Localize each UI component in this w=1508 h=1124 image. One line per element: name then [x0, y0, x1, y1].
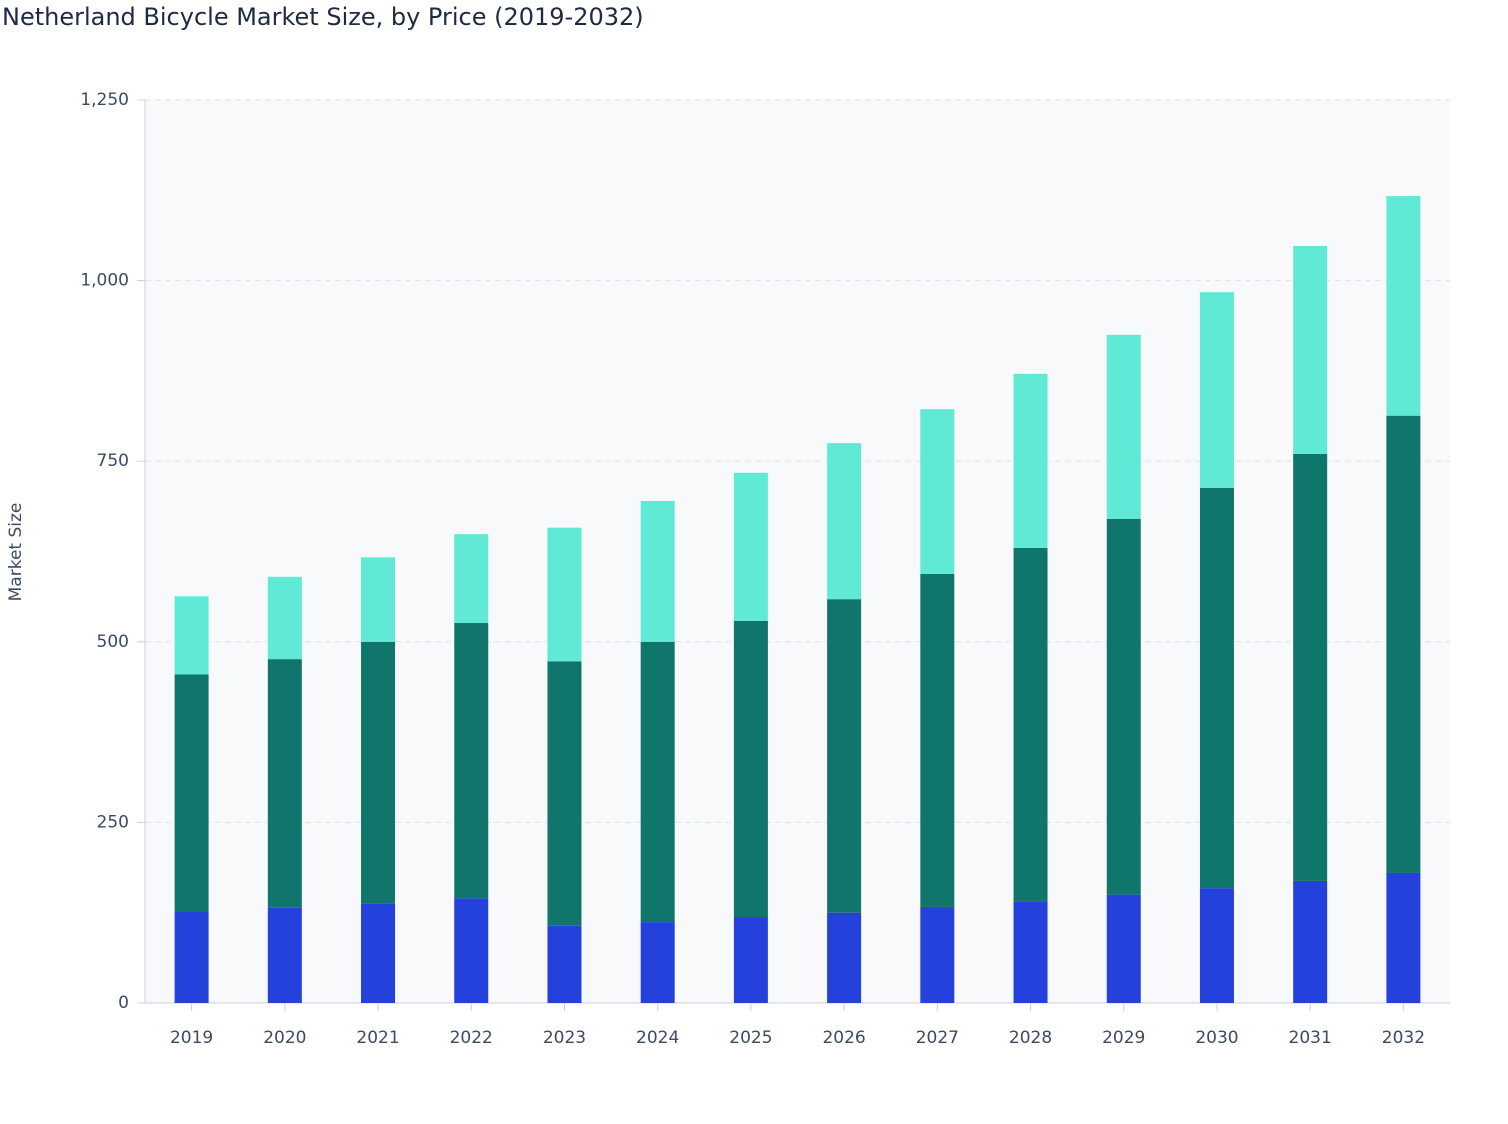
plot-area — [145, 100, 1450, 1003]
x-tick-label: 2019 — [170, 1028, 213, 1048]
bar-segment — [733, 620, 768, 918]
bar-segment — [454, 623, 489, 899]
bar-segment — [1199, 487, 1234, 889]
x-tick-label: 2025 — [729, 1028, 772, 1048]
bar-segment — [827, 912, 862, 1003]
bar-segment — [1293, 245, 1328, 454]
bar-segment — [361, 903, 396, 1003]
y-axis-label: Market Size — [6, 503, 26, 602]
bar-segment — [267, 576, 302, 660]
bar-segment — [267, 659, 302, 908]
y-tick-label: 750 — [97, 451, 129, 471]
bar-segment — [640, 500, 675, 642]
bar-segment — [1199, 292, 1234, 488]
x-tick-label: 2026 — [822, 1028, 865, 1048]
bar-segment — [547, 925, 582, 1003]
bar-segment — [1386, 872, 1421, 1003]
y-tick-label: 250 — [97, 812, 129, 832]
bar-segment — [454, 534, 489, 624]
bar-segment — [733, 917, 768, 1003]
bar-segment — [827, 599, 862, 913]
bar-segment — [1199, 888, 1234, 1003]
bar-segment — [361, 641, 396, 904]
bar-segment — [1013, 901, 1048, 1003]
y-tick-label: 500 — [97, 632, 129, 652]
bar-segment — [547, 661, 582, 926]
y-tick-label: 1,250 — [80, 90, 129, 110]
x-tick-label: 2032 — [1382, 1028, 1425, 1048]
bar-segment — [1106, 518, 1141, 895]
bar-segment — [827, 443, 862, 600]
bar-segment — [1386, 196, 1421, 416]
x-tick-label: 2031 — [1289, 1028, 1332, 1048]
x-tick-label: 2022 — [450, 1028, 493, 1048]
bar-segment — [640, 922, 675, 1003]
x-tick-label: 2020 — [263, 1028, 306, 1048]
bar-segment — [1293, 453, 1328, 881]
bar-segment — [1106, 894, 1141, 1003]
bar-segment — [733, 472, 768, 621]
x-tick-label: 2028 — [1009, 1028, 1052, 1048]
bar-segment — [174, 911, 209, 1003]
x-tick-label: 2029 — [1102, 1028, 1145, 1048]
x-tick-label: 2030 — [1195, 1028, 1238, 1048]
bar-segment — [1013, 373, 1048, 548]
bar-segment — [454, 898, 489, 1003]
bar-segment — [920, 906, 955, 1003]
bar-segment — [920, 409, 955, 574]
chart-title: Netherland Bicycle Market Size, by Price… — [2, 3, 644, 31]
bar-segment — [174, 596, 209, 675]
x-tick-label: 2023 — [543, 1028, 586, 1048]
bar-segment — [267, 907, 302, 1003]
y-tick-label: 1,000 — [80, 271, 129, 291]
x-tick-label: 2024 — [636, 1028, 679, 1048]
bar-segment — [1293, 880, 1328, 1003]
bar-segment — [640, 641, 675, 923]
y-tick-label: 0 — [118, 993, 129, 1013]
bar-segment — [1386, 415, 1421, 873]
bar-segment — [1106, 334, 1141, 519]
bar-segment — [174, 674, 209, 912]
x-tick-label: 2021 — [356, 1028, 399, 1048]
bar-segment — [547, 527, 582, 662]
bar-segment — [920, 573, 955, 907]
bar-segment — [361, 557, 396, 642]
bar-segment — [1013, 547, 1048, 902]
x-tick-label: 2027 — [916, 1028, 959, 1048]
